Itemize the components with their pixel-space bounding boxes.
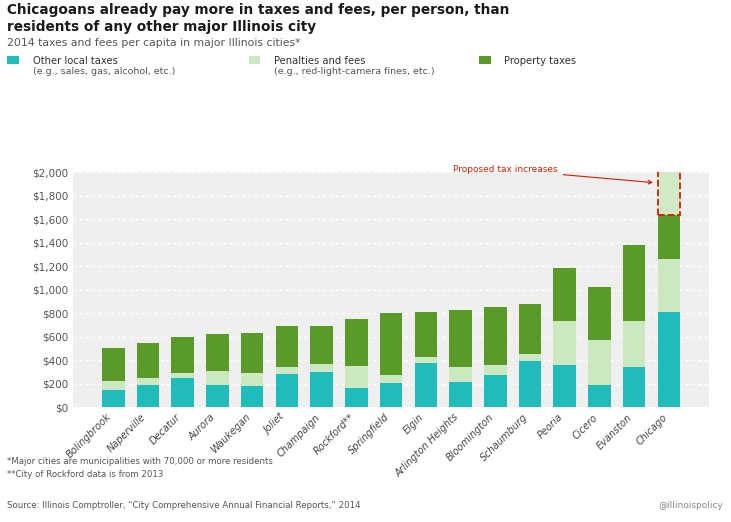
Bar xyxy=(658,312,680,407)
Bar xyxy=(519,361,541,407)
Bar xyxy=(623,245,645,322)
Bar xyxy=(450,310,471,367)
Bar xyxy=(345,388,368,407)
Bar xyxy=(276,374,298,407)
Bar xyxy=(137,378,159,385)
Bar xyxy=(519,304,541,354)
Text: Property taxes: Property taxes xyxy=(504,56,577,66)
Text: (e.g., red-light-camera fines, etc.): (e.g., red-light-camera fines, etc.) xyxy=(274,67,435,76)
Text: (e.g., sales, gas, alcohol, etc.): (e.g., sales, gas, alcohol, etc.) xyxy=(33,67,175,76)
Bar xyxy=(623,322,645,367)
Bar xyxy=(414,357,437,362)
Bar xyxy=(241,386,263,407)
Bar xyxy=(484,365,507,375)
Bar xyxy=(658,162,680,215)
Bar xyxy=(172,337,194,373)
Bar xyxy=(519,354,541,361)
Bar xyxy=(241,333,263,373)
Bar xyxy=(414,312,437,357)
Bar xyxy=(311,372,333,407)
Bar xyxy=(588,385,610,407)
Bar xyxy=(658,162,680,215)
Bar xyxy=(588,287,610,340)
Bar xyxy=(311,326,333,364)
Bar xyxy=(658,215,680,259)
Text: Source: Illinois Comptroller, “City Comprehensive Annual Financial Reports,” 201: Source: Illinois Comptroller, “City Comp… xyxy=(7,501,361,510)
Text: Penalties and fees: Penalties and fees xyxy=(274,56,366,66)
Text: *Major cities are municipalities with 70,000 or more residents: *Major cities are municipalities with 70… xyxy=(7,457,273,466)
Bar xyxy=(345,319,368,366)
Bar xyxy=(345,366,368,388)
Bar xyxy=(172,373,194,378)
Bar xyxy=(553,268,576,321)
Bar xyxy=(137,342,159,378)
Bar xyxy=(623,367,645,407)
Bar xyxy=(102,389,124,407)
Bar xyxy=(276,367,298,374)
Bar xyxy=(276,326,298,367)
Bar xyxy=(380,383,402,407)
Bar xyxy=(450,383,471,407)
Bar xyxy=(102,349,124,381)
Text: Proposed tax increases: Proposed tax increases xyxy=(453,165,652,184)
Text: 2014 taxes and fees per capita in major Illinois cities*: 2014 taxes and fees per capita in major … xyxy=(7,38,301,48)
Bar xyxy=(206,371,229,385)
Bar xyxy=(588,340,610,385)
Bar xyxy=(380,375,402,383)
Bar xyxy=(380,313,402,375)
Bar xyxy=(241,373,263,386)
Bar xyxy=(311,364,333,372)
Text: Other local taxes: Other local taxes xyxy=(33,56,118,66)
Text: Chicagoans already pay more in taxes and fees, per person, than: Chicagoans already pay more in taxes and… xyxy=(7,3,510,17)
Bar xyxy=(206,385,229,407)
Bar xyxy=(450,367,471,383)
Bar xyxy=(414,362,437,407)
Bar xyxy=(206,334,229,371)
Bar xyxy=(484,375,507,407)
Text: **City of Rockford data is from 2013: **City of Rockford data is from 2013 xyxy=(7,470,164,479)
Bar xyxy=(102,381,124,389)
Bar xyxy=(658,259,680,312)
Bar xyxy=(553,365,576,407)
Text: @illinoispolicy: @illinoispolicy xyxy=(659,501,724,510)
Bar xyxy=(137,385,159,407)
Bar xyxy=(172,378,194,407)
Bar xyxy=(553,321,576,365)
Text: residents of any other major Illinois city: residents of any other major Illinois ci… xyxy=(7,20,317,34)
Bar xyxy=(484,307,507,365)
